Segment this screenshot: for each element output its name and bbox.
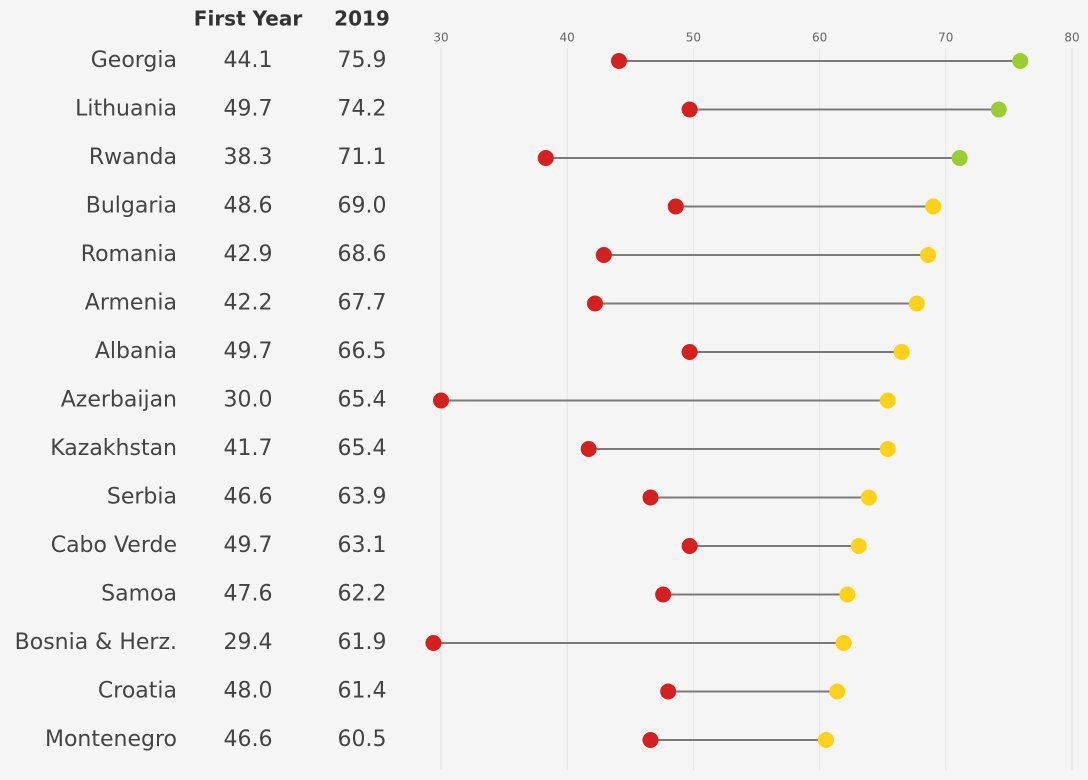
value-label: 48.6 [224,194,273,219]
dot [655,586,672,603]
value-label: 30.0 [224,388,273,413]
dot [425,635,442,651]
dot [660,683,677,700]
dot [610,53,627,69]
dot [835,635,852,651]
category-label: Azerbaijan [61,388,177,413]
value-label: 48.0 [224,679,273,704]
category-label: Romania [81,242,177,267]
category-label: Albania [95,339,177,364]
value-label: 67.7 [338,291,387,316]
value-label: 41.7 [224,436,273,461]
value-label: 63.9 [338,485,387,510]
category-label: Montenegro [45,727,177,752]
column-header: 2019 [334,7,390,31]
category-label: Bulgaria [86,194,177,219]
dot [839,586,856,603]
dot [817,732,834,748]
value-label: 63.1 [338,533,387,558]
category-label: Bosnia & Herz. [15,630,177,655]
value-label: 62.2 [338,582,387,607]
value-label: 38.3 [224,145,273,170]
value-label: 49.7 [224,339,273,364]
column-header: First Year [194,7,303,31]
category-label: Samoa [101,582,177,607]
dot [850,538,867,554]
dot [920,247,937,263]
value-label: 69.0 [338,194,387,219]
dot [681,538,698,554]
value-label: 68.6 [338,242,387,267]
value-label: 47.6 [224,582,273,607]
x-tick-label: 60 [812,31,827,45]
category-label: Croatia [98,679,177,704]
dot [879,441,896,457]
value-label: 61.9 [338,630,387,655]
value-label: 42.2 [224,291,273,316]
category-label: Georgia [91,48,177,73]
dot [908,295,925,312]
dot [642,489,659,506]
value-label: 75.9 [338,48,387,73]
x-tick-label: 80 [1064,31,1079,45]
x-tick-label: 30 [433,31,448,45]
dot [990,101,1007,118]
value-label: 61.4 [338,679,387,704]
dot [681,101,698,118]
value-label: 44.1 [224,48,273,73]
value-label: 74.2 [338,97,387,122]
value-label: 71.1 [338,145,387,170]
value-label: 60.5 [338,727,387,752]
value-label: 65.4 [338,388,387,413]
dot [879,392,896,409]
dot [595,247,612,263]
category-label: Serbia [107,485,177,510]
value-label: 46.6 [224,727,273,752]
category-label: Cabo Verde [51,533,177,558]
dot [829,683,846,700]
value-label: 29.4 [224,630,273,655]
dot [893,344,910,360]
dot [925,198,942,215]
value-label: 49.7 [224,97,273,122]
value-label: 66.5 [338,339,387,364]
dot [537,150,554,166]
dot [433,392,449,409]
dot [860,489,877,506]
dot [586,295,603,312]
x-tick-label: 40 [560,31,575,45]
value-label: 49.7 [224,533,273,558]
category-label: Armenia [85,291,177,316]
category-label: Kazakhstan [50,436,177,461]
value-label: 65.4 [338,436,387,461]
dot [642,732,659,748]
dot [951,150,968,166]
dot [1012,53,1029,69]
category-label: Rwanda [89,145,177,170]
x-tick-label: 70 [938,31,953,45]
dot [667,198,684,215]
value-label: 42.9 [224,242,273,267]
dot [580,441,597,457]
category-label: Lithuania [75,97,177,122]
value-label: 46.6 [224,485,273,510]
dot [681,344,698,360]
x-tick-label: 50 [686,31,701,45]
